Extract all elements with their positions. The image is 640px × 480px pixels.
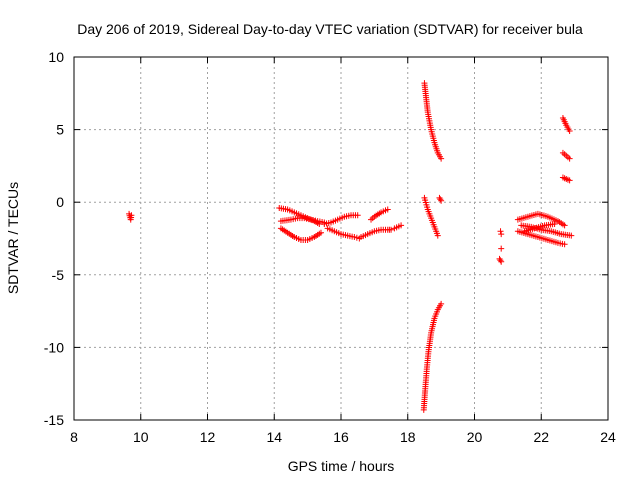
data-point [566, 177, 573, 184]
data-segment [421, 80, 445, 162]
data-points [126, 80, 575, 413]
data-segment [321, 212, 361, 227]
data-point [353, 234, 360, 241]
x-tick-label: 16 [333, 429, 349, 445]
data-point [497, 257, 504, 264]
chart-title: Day 206 of 2019, Sidereal Day-to-day VTE… [77, 21, 583, 37]
data-segment [496, 255, 505, 265]
grid-lines [74, 57, 608, 420]
data-segment [126, 210, 135, 223]
data-segment [277, 215, 328, 226]
data-point [351, 234, 358, 241]
data-point [438, 197, 445, 204]
y-tick-label: -5 [52, 267, 65, 283]
data-segment [436, 194, 445, 204]
data-point [568, 232, 575, 239]
data-segment [559, 149, 573, 162]
data-segment [368, 206, 391, 223]
data-segment [521, 220, 558, 235]
data-point [398, 222, 405, 229]
data-point [497, 228, 504, 235]
data-segment [421, 194, 441, 239]
data-point [437, 196, 444, 203]
data-point [561, 222, 568, 229]
x-tick-label: 12 [200, 429, 216, 445]
data-point [561, 241, 568, 248]
x-tick-label: 14 [266, 429, 282, 445]
y-tick-label: -10 [44, 339, 64, 355]
x-tick-label: 18 [400, 429, 416, 445]
y-axis-ticks: -15 -10 -5 0 5 10 [44, 49, 608, 428]
data-point [354, 212, 361, 219]
data-point [551, 220, 558, 227]
data-point [498, 231, 505, 238]
data-point [434, 232, 441, 239]
data-segment [514, 210, 568, 229]
data-point [438, 155, 445, 162]
data-point [566, 155, 573, 162]
y-axis-label: SDTVAR / TECUs [5, 182, 21, 294]
data-point [317, 229, 324, 236]
data-point [566, 128, 573, 135]
x-axis-label: GPS time / hours [288, 458, 395, 474]
y-tick-label: -15 [44, 412, 64, 428]
x-tick-label: 10 [133, 429, 149, 445]
data-segment [277, 225, 324, 243]
y-tick-label: 10 [48, 49, 64, 65]
data-segment [559, 114, 573, 135]
x-axis-ticks: 8 10 12 14 16 18 20 22 24 [70, 57, 616, 445]
data-segment [391, 222, 405, 232]
data-segment [498, 245, 505, 252]
data-point [498, 245, 505, 252]
x-tick-label: 22 [533, 429, 549, 445]
data-point [128, 212, 135, 219]
data-segment [420, 300, 445, 413]
x-tick-label: 24 [600, 429, 616, 445]
data-segment [497, 228, 505, 238]
data-point [388, 226, 395, 233]
y-tick-label: 5 [56, 122, 64, 138]
y-tick-label: 0 [56, 194, 64, 210]
data-point [498, 258, 505, 265]
data-segment [559, 174, 573, 184]
data-segment [358, 226, 395, 241]
x-tick-label: 20 [467, 429, 483, 445]
data-point [384, 206, 391, 213]
data-point [438, 300, 445, 307]
data-segment [324, 225, 363, 242]
x-tick-label: 8 [70, 429, 78, 445]
data-segment [514, 228, 568, 248]
